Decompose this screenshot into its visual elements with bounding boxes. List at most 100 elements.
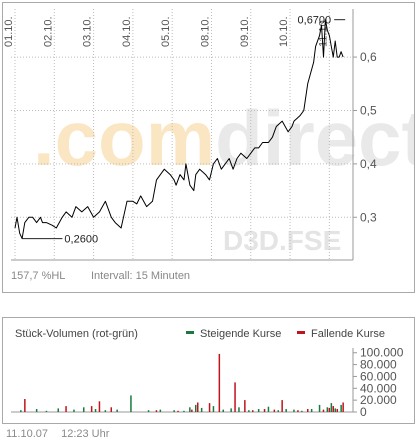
volume-bar-rising [183,410,185,412]
volume-bar-falling [24,399,26,412]
volume-bar-rising [147,410,150,412]
volume-bar-rising [248,410,250,412]
volume-bar-rising [45,410,48,412]
price-tick-label: 0,3 [360,210,377,224]
volume-bar-falling [281,400,283,412]
volume-bar-rising [189,407,191,412]
volume-bar-falling [90,406,93,412]
volume-axis [11,348,357,413]
legend-rising-swatch [186,331,194,334]
watermark-com: .com [33,94,215,182]
volume-bar-rising [330,403,333,412]
volume-tick-label: 80.000 [360,358,397,372]
volume-bar-falling [208,403,211,412]
volume-bar-rising [326,407,329,412]
volume-bar-rising [94,409,97,412]
volume-bar-falling [328,407,331,412]
price-tick-label: 0,4 [360,157,377,171]
volume-bar-falling [234,382,236,412]
volume-bar-rising [195,404,197,412]
price-axis [11,9,357,261]
volume-bar-rising [277,410,279,412]
price-chart: .comdirect D3D.FSE 01.10. 02.10. 03.10. 04.… [3,9,414,282]
volume-bar-rising [159,409,162,412]
price-series [14,19,344,240]
price-tick-label: 0,6 [360,50,377,64]
footer-time: 12:23 Uhr [61,428,110,440]
volume-bar-rising [130,395,132,412]
volume-tick-label: 40.000 [360,381,397,395]
volume-bar-falling [98,401,101,412]
volume-bar-rising [20,410,22,412]
volume-bar-rising [318,404,321,412]
volume-bar-rising [340,404,342,412]
legend-rising-label: Steigende Kurse [200,328,281,340]
volume-bar-rising [116,409,118,412]
volume-bar-falling [177,410,179,412]
date-label: 03.10. [82,16,94,47]
volume-tick-label: 0 [360,405,367,419]
volume-chart: Stück-Volumen (rot-grün) Steigende Kurse… [11,328,404,419]
date-labels: 01.10. 02.10. 03.10. 04.10. 05.10. 08.10. 09.1… [3,16,329,47]
volume-tick-label: 20.000 [360,393,397,407]
date-label: 02.10. [42,16,54,47]
volume-bar-rising [104,410,107,412]
volume-bar-falling [218,353,221,412]
watermark-direct: direct [215,94,414,182]
volume-bar-falling [297,410,299,412]
volume-chart-panel: Stück-Volumen (rot-grün) Steigende Kurse… [2,317,415,424]
volume-bar-falling [252,410,254,412]
volume-bar-rising [212,406,215,412]
volume-bar-falling [191,409,193,412]
volume-bar-falling [332,406,334,412]
volume-bar-rising [257,409,260,412]
volume-bar-rising [230,408,232,412]
volume-bar-falling [273,409,276,412]
price-grid [11,9,353,260]
date-label: 10.10. [278,16,290,47]
price-chart-panel: .comdirect D3D.FSE 01.10. 02.10. 03.10. 04.… [2,2,415,293]
watermark-exchange: D3D.FSE [223,225,341,256]
legend-falling-label: Fallende Kurse [311,328,385,340]
volume-bar-falling [65,406,67,412]
volume-bar-rising [238,407,240,412]
volume-bar-falling [342,402,344,412]
volume-bar-rising [173,410,175,412]
footer: 11.10.07 12:23 Uhr [6,428,119,440]
volume-bar-rising [57,408,59,412]
volume-bar-rising [285,409,287,412]
volume-bar-rising [222,409,224,412]
change-label: 157,7 %HL [11,270,65,282]
volume-bar-falling [307,409,309,412]
volume-title: Stück-Volumen (rot-grün) [15,328,138,340]
interval-label: Intervall: 15 Minuten [91,270,190,282]
min-annotation: 0,2600 [64,234,98,246]
max-annotation: 0,6700 [298,15,332,27]
watermark-logo: .comdirect [33,94,414,182]
footer-date: 11.10.07 [6,428,49,440]
volume-bar-falling [322,409,325,412]
volume-tick-label: 100.000 [360,346,404,360]
volume-bars [20,353,344,412]
date-label: 01.10. [3,16,15,47]
volume-bar-falling [110,407,112,412]
volume-bar-rising [35,409,38,412]
volume-bar-falling [263,409,266,412]
volume-bar-rising [310,409,313,412]
volume-bar-falling [155,410,158,412]
price-line [14,19,344,240]
price-tick-label: 0,5 [360,103,377,117]
date-label: 08.10. [199,16,211,47]
price-annotations: 0,2600 0,6700 [22,15,346,246]
legend-falling-swatch [297,331,305,334]
volume-bar-falling [197,402,199,412]
volume-bar-falling [244,400,246,412]
date-label: 04.10. [121,16,133,47]
volume-bar-rising [301,410,303,412]
date-label: 09.10. [239,16,251,47]
volume-tick-label: 60.000 [360,369,397,383]
volume-bar-rising [267,406,270,412]
volume-bar-rising [83,407,85,412]
